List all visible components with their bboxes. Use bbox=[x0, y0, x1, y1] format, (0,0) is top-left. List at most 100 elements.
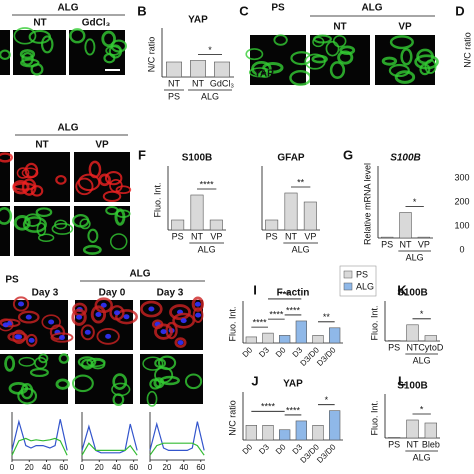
cell bbox=[112, 373, 128, 390]
cell bbox=[0, 152, 13, 163]
cell bbox=[400, 47, 413, 66]
significance: **** bbox=[253, 317, 268, 327]
cell bbox=[0, 318, 14, 332]
micrograph bbox=[0, 152, 10, 202]
bar bbox=[190, 60, 206, 78]
cell bbox=[192, 307, 204, 324]
profile-line bbox=[149, 421, 205, 451]
cell bbox=[51, 222, 74, 235]
micrograph bbox=[0, 30, 10, 75]
chart-title: YAP bbox=[283, 379, 303, 390]
axis-label: Fluo. Int. bbox=[369, 305, 379, 340]
bar bbox=[245, 336, 257, 344]
nucleus bbox=[25, 314, 32, 320]
nucleus bbox=[95, 311, 102, 317]
nucleus bbox=[2, 322, 9, 328]
cell bbox=[71, 308, 87, 326]
axis-label: Fluo. Int. bbox=[369, 400, 379, 435]
panel-letter: C bbox=[239, 3, 249, 18]
header: Day 0 bbox=[99, 288, 126, 299]
cell bbox=[414, 54, 439, 70]
bar bbox=[279, 335, 291, 344]
cell bbox=[82, 244, 102, 255]
group-label: ALG bbox=[413, 355, 431, 365]
cell bbox=[98, 173, 111, 187]
x-tick-label: NT bbox=[407, 439, 419, 449]
significance: **** bbox=[269, 309, 284, 319]
cell bbox=[16, 167, 30, 179]
group-label: ALG bbox=[201, 91, 219, 101]
cell bbox=[4, 355, 16, 372]
significance: **** bbox=[286, 405, 301, 415]
axis-label: N/C ratio bbox=[146, 37, 156, 73]
x-tick-label: 0 bbox=[148, 463, 153, 472]
nucleus bbox=[160, 329, 167, 335]
y-tick-label: 100 bbox=[454, 220, 469, 230]
bar bbox=[209, 219, 223, 231]
cell bbox=[0, 49, 11, 61]
group-label: ALG bbox=[406, 252, 424, 262]
cell bbox=[245, 48, 264, 61]
significance: **** bbox=[200, 179, 215, 189]
panel-letter: G bbox=[343, 147, 353, 162]
nucleus bbox=[195, 312, 202, 318]
cell bbox=[21, 51, 34, 66]
bar bbox=[279, 429, 291, 441]
header: VP bbox=[398, 22, 412, 33]
y-tick-label: 300 bbox=[454, 172, 469, 182]
x-tick-label: 60 bbox=[59, 463, 68, 472]
cell bbox=[12, 296, 30, 312]
cell bbox=[41, 314, 61, 330]
cell bbox=[259, 69, 272, 78]
cell bbox=[54, 219, 68, 230]
cell bbox=[24, 213, 42, 227]
x-tick-label: 40 bbox=[42, 463, 51, 472]
cell bbox=[115, 209, 131, 219]
cell bbox=[394, 70, 416, 84]
cell bbox=[329, 61, 346, 79]
bar bbox=[214, 61, 230, 78]
nucleus bbox=[194, 301, 201, 307]
header: NT bbox=[333, 22, 346, 33]
nucleus bbox=[114, 310, 121, 316]
cell bbox=[88, 160, 102, 179]
cell bbox=[12, 329, 26, 344]
cell bbox=[55, 378, 70, 390]
profile-line bbox=[81, 442, 138, 456]
cell bbox=[389, 35, 414, 50]
cell bbox=[34, 356, 48, 370]
cell bbox=[142, 356, 164, 371]
bar bbox=[284, 192, 298, 231]
header: ALG bbox=[57, 3, 78, 14]
x-tick-label: 20 bbox=[95, 463, 104, 472]
x-tick-label: VP bbox=[210, 231, 222, 241]
nucleus bbox=[180, 318, 187, 324]
header: GdCl₃ bbox=[82, 18, 111, 29]
x-tick-label: PS bbox=[266, 231, 278, 241]
bar bbox=[262, 425, 274, 441]
micrograph bbox=[69, 30, 125, 75]
header: Day 3 bbox=[157, 288, 184, 299]
cell bbox=[165, 321, 178, 340]
cell bbox=[381, 56, 398, 66]
panel-letter: J bbox=[251, 373, 258, 388]
bar bbox=[329, 410, 341, 441]
bar bbox=[295, 320, 307, 344]
cell bbox=[312, 36, 325, 48]
cell bbox=[184, 373, 203, 390]
bar bbox=[406, 419, 419, 439]
profile-line bbox=[81, 423, 138, 454]
panel-letter: D bbox=[455, 3, 464, 18]
header: ALG bbox=[361, 3, 382, 14]
significance: ** bbox=[297, 177, 305, 187]
x-tick-label: GdCl₃ bbox=[210, 78, 235, 88]
cell bbox=[172, 312, 196, 329]
bar bbox=[380, 236, 394, 239]
cell bbox=[20, 383, 34, 400]
cell bbox=[37, 233, 55, 242]
cell bbox=[104, 171, 123, 186]
cell bbox=[19, 49, 36, 60]
panel-letter: L bbox=[398, 373, 406, 388]
bar bbox=[303, 201, 317, 231]
cell bbox=[79, 218, 91, 230]
